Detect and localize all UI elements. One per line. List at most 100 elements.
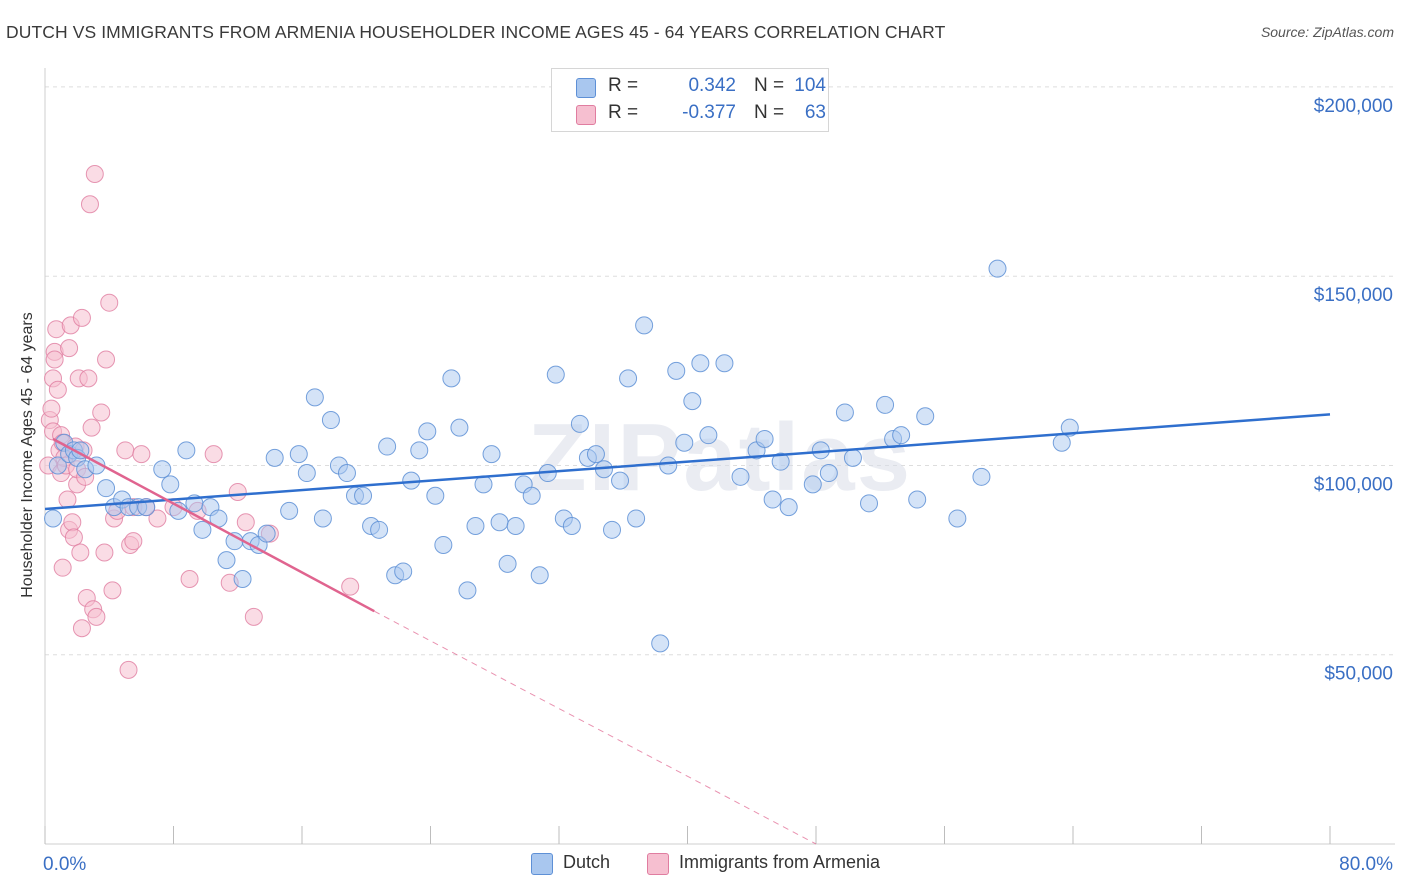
- data-point-armenia: [148, 509, 167, 528]
- trendline-dutch: [44, 413, 1331, 511]
- data-point-dutch: [763, 490, 782, 509]
- data-point-armenia: [63, 513, 82, 532]
- data-point-dutch: [337, 464, 356, 483]
- data-point-dutch: [482, 445, 501, 464]
- chart-title: DUTCH VS IMMIGRANTS FROM ARMENIA HOUSEHO…: [6, 22, 946, 42]
- data-point-armenia: [53, 558, 72, 577]
- legend-n-label: N =: [754, 102, 785, 123]
- data-point-dutch: [48, 456, 67, 475]
- source-credit: Source: ZipAtlas.com: [1260, 24, 1394, 40]
- data-point-dutch: [675, 433, 694, 452]
- data-point-dutch: [667, 361, 686, 380]
- data-point-dutch: [490, 513, 509, 532]
- data-point-dutch: [803, 475, 822, 494]
- data-point-armenia: [48, 380, 67, 399]
- data-point-armenia: [71, 543, 90, 562]
- trendline-armenia: [52, 437, 375, 613]
- data-point-armenia: [79, 369, 98, 388]
- data-point-dutch: [153, 460, 172, 479]
- legend-swatch-dutch: [576, 78, 596, 98]
- data-point-armenia: [100, 293, 119, 312]
- x-tick-label: 80.0%: [1339, 854, 1393, 875]
- data-point-armenia: [119, 660, 138, 679]
- data-point-dutch: [1052, 433, 1071, 452]
- data-point-armenia: [95, 543, 114, 562]
- data-point-dutch: [458, 581, 477, 600]
- data-point-armenia: [82, 418, 101, 437]
- trendline-armenia-extension: [374, 610, 817, 845]
- data-point-dutch: [265, 448, 284, 467]
- data-point-dutch: [426, 486, 445, 505]
- data-point-dutch: [603, 520, 622, 539]
- data-point-dutch: [755, 429, 774, 448]
- data-point-armenia: [116, 441, 135, 460]
- data-point-dutch: [611, 471, 630, 490]
- data-point-dutch: [835, 403, 854, 422]
- data-point-dutch: [280, 501, 299, 520]
- legend-n-value: 104: [794, 75, 826, 96]
- x-tick-labels: 0.0% 80.0%: [43, 854, 1393, 875]
- legend-label-armenia: Immigrants from Armenia: [679, 852, 881, 872]
- data-point-dutch: [546, 365, 565, 384]
- data-point-dutch: [715, 354, 734, 373]
- data-point-armenia: [236, 513, 255, 532]
- data-point-dutch: [466, 517, 485, 536]
- data-point-dutch: [257, 524, 276, 543]
- data-point-dutch: [305, 388, 324, 407]
- data-point-armenia: [103, 581, 122, 600]
- data-point-armenia: [341, 577, 360, 596]
- data-point-armenia: [64, 528, 83, 547]
- data-point-armenia: [124, 532, 143, 551]
- y-tick-label: $100,000: [1314, 474, 1393, 495]
- data-point-dutch: [619, 369, 638, 388]
- data-point-dutch: [370, 520, 389, 539]
- data-point-dutch: [948, 509, 967, 528]
- data-point-armenia: [58, 490, 77, 509]
- y-tick-label: $200,000: [1314, 96, 1393, 117]
- data-point-dutch: [876, 395, 895, 414]
- legend-label-dutch: Dutch: [563, 852, 611, 872]
- legend-swatch-dutch: [531, 853, 553, 875]
- legend-swatch-armenia: [576, 105, 596, 125]
- legend-r-label: R =: [608, 75, 639, 96]
- data-point-armenia: [60, 339, 79, 358]
- data-point-dutch: [394, 562, 413, 581]
- x-tick-label: 0.0%: [43, 854, 86, 875]
- legend-r-value: -0.377: [682, 102, 736, 123]
- data-point-dutch: [450, 418, 469, 437]
- data-point-dutch: [908, 490, 927, 509]
- data-point-dutch: [562, 517, 581, 536]
- data-point-armenia: [92, 403, 111, 422]
- data-point-dutch: [635, 316, 654, 335]
- y-tick-labels: $50,000 $100,000 $150,000 $200,000: [1314, 96, 1393, 685]
- data-point-armenia: [85, 164, 104, 183]
- y-tick-label: $50,000: [1324, 664, 1393, 685]
- data-point-dutch: [410, 441, 429, 460]
- data-point-armenia: [72, 619, 91, 638]
- data-point-armenia: [80, 195, 99, 214]
- data-point-dutch: [97, 479, 116, 498]
- correlation-legend: R = 0.342 N = 104 R = -0.377 N = 63: [551, 68, 829, 132]
- data-point-dutch: [651, 634, 670, 653]
- data-point-dutch: [771, 452, 790, 471]
- data-point-armenia: [97, 350, 116, 369]
- data-point-dutch: [691, 354, 710, 373]
- data-point-dutch: [972, 467, 991, 486]
- axes: [44, 68, 1395, 845]
- data-point-dutch: [354, 486, 373, 505]
- data-point-armenia: [72, 308, 91, 327]
- data-point-dutch: [988, 259, 1007, 278]
- y-axis-label: Householder Income Ages 45 - 64 years: [19, 312, 36, 598]
- data-point-dutch: [892, 426, 911, 445]
- data-point-dutch: [699, 426, 718, 445]
- legend-r-label: R =: [608, 102, 639, 123]
- data-point-dutch: [313, 509, 332, 528]
- data-point-dutch: [498, 554, 517, 573]
- data-point-armenia: [204, 445, 223, 464]
- data-point-armenia: [45, 350, 64, 369]
- data-point-dutch: [474, 475, 493, 494]
- trendlines: [44, 413, 1331, 845]
- data-point-dutch: [506, 517, 525, 536]
- data-point-dutch: [530, 566, 549, 585]
